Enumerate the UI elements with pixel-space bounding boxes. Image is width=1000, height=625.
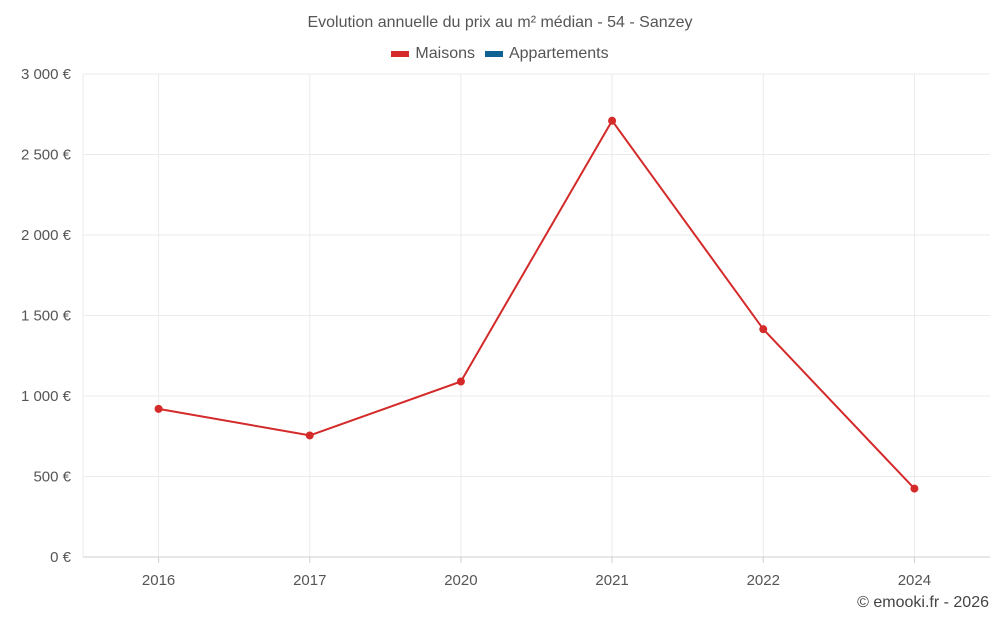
y-tick-label: 2 000 € [21, 227, 72, 244]
legend-swatch-appartements [484, 51, 503, 57]
legend-label-maisons: Maisons [415, 45, 475, 62]
x-tick-label: 2024 [898, 572, 931, 589]
data-point-maisons-2017[interactable] [305, 431, 314, 440]
data-point-maisons-2024[interactable] [910, 484, 919, 493]
y-tick-label: 1 000 € [21, 388, 72, 405]
x-tick-label: 2017 [293, 572, 326, 589]
series-line-maisons [158, 119, 916, 490]
y-tick-label: 500 € [33, 469, 71, 486]
y-tick-label: 1 500 € [21, 308, 72, 325]
data-point-maisons-2020[interactable] [456, 377, 465, 386]
data-point-maisons-2021[interactable] [608, 116, 617, 125]
x-tick-label: 2021 [595, 572, 628, 589]
legend-item-appartements[interactable]: Appartements [484, 45, 609, 63]
x-tick-label: 2022 [747, 572, 780, 589]
data-point-maisons-2022[interactable] [759, 325, 768, 334]
y-tick-label: 3 000 € [21, 66, 72, 83]
grid [82, 73, 990, 557]
x-tick-label: 2016 [142, 572, 175, 589]
y-tick-label: 0 € [50, 549, 72, 566]
legend-item-maisons[interactable]: Maisons [391, 45, 475, 63]
axes: 0 € 500 € 1 000 € 1 500 € 2 000 € 2 500 € 3 00… [21, 66, 990, 589]
data-point-maisons-2016[interactable] [154, 404, 163, 413]
x-tick-label: 2020 [444, 572, 477, 589]
legend: Maisons Appartements [0, 45, 1000, 63]
legend-label-appartements: Appartements [508, 45, 609, 62]
chart-title: Evolution annuelle du prix au m² médian … [307, 14, 693, 31]
y-tick-label: 2 500 € [21, 147, 72, 164]
series-layer [154, 116, 919, 493]
legend-swatch-maisons [391, 51, 410, 57]
credit: © emooki.fr - 2026 [857, 594, 989, 611]
